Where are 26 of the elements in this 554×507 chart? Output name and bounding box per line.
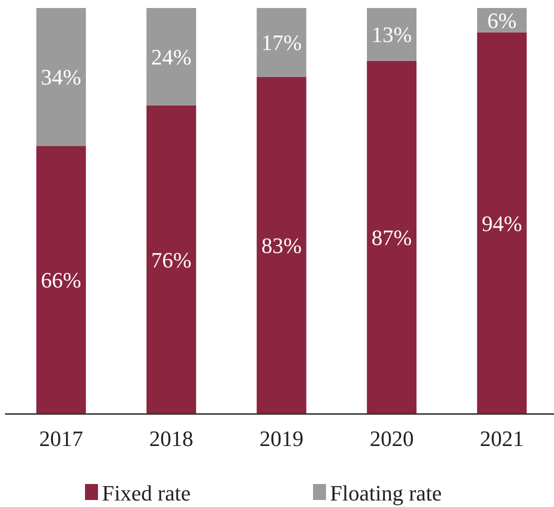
x-tick-label: 2018 [149, 426, 194, 451]
data-label: 24% [151, 44, 192, 70]
bar [146, 105, 196, 414]
data-label: 83% [261, 233, 302, 258]
x-tick-label: 2021 [480, 426, 524, 451]
bar [256, 8, 306, 78]
data-label: 87% [372, 225, 412, 250]
bar [146, 8, 196, 106]
legend-label: Fixed rate [102, 480, 191, 506]
data-label: 6% [487, 8, 517, 33]
bar [477, 32, 527, 414]
bar [36, 8, 86, 146]
data-label: 94% [482, 210, 522, 236]
bar [256, 77, 306, 414]
data-label: 13% [372, 22, 412, 48]
data-label: 76% [151, 247, 192, 272]
data-label: 17% [261, 30, 302, 56]
legend-label: Floating rate [330, 480, 442, 506]
data-label: 66% [40, 268, 82, 293]
data-label: 34% [40, 64, 82, 90]
x-tick-label: 2019 [260, 426, 304, 451]
bar [366, 8, 416, 61]
x-tick-label: 2017 [39, 426, 84, 451]
bar [366, 60, 416, 414]
bar [36, 146, 86, 414]
x-tick-label: 2020 [370, 426, 414, 451]
